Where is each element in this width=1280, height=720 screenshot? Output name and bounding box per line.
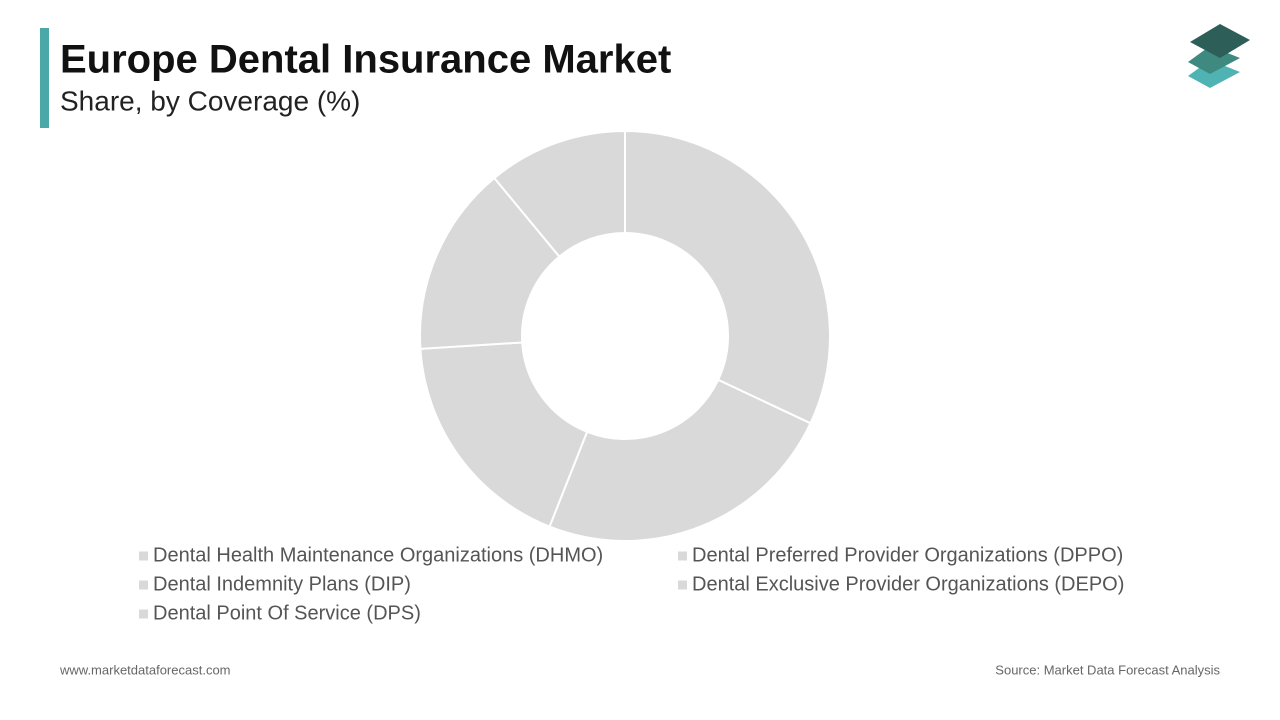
legend-label: Dental Exclusive Provider Organizations … — [692, 573, 1124, 595]
donut-segment — [419, 176, 561, 350]
logo — [1188, 24, 1250, 88]
footer-website: www.marketdataforecast.com — [59, 662, 231, 677]
donut-segment — [548, 378, 812, 542]
chart-title: Europe Dental Insurance Market — [60, 38, 671, 82]
legend-marker — [139, 580, 148, 590]
legend-marker — [678, 551, 687, 561]
legend-marker — [678, 580, 687, 590]
donut-segment — [624, 129, 831, 425]
legend-label: Dental Preferred Provider Organizations … — [692, 544, 1123, 566]
legend-marker — [139, 551, 148, 561]
legend-label: Dental Health Maintenance Organizations … — [153, 544, 603, 566]
chart-subtitle: Share, by Coverage (%) — [60, 85, 360, 116]
legend-label: Dental Indemnity Plans (DIP) — [153, 573, 411, 595]
legend-marker — [139, 609, 148, 619]
legend-label: Dental Point Of Service (DPS) — [153, 602, 421, 624]
footer-source: Source: Market Data Forecast Analysis — [995, 662, 1220, 677]
donut-segment — [492, 129, 626, 259]
donut-segment — [419, 341, 589, 528]
title-accent — [40, 28, 49, 128]
